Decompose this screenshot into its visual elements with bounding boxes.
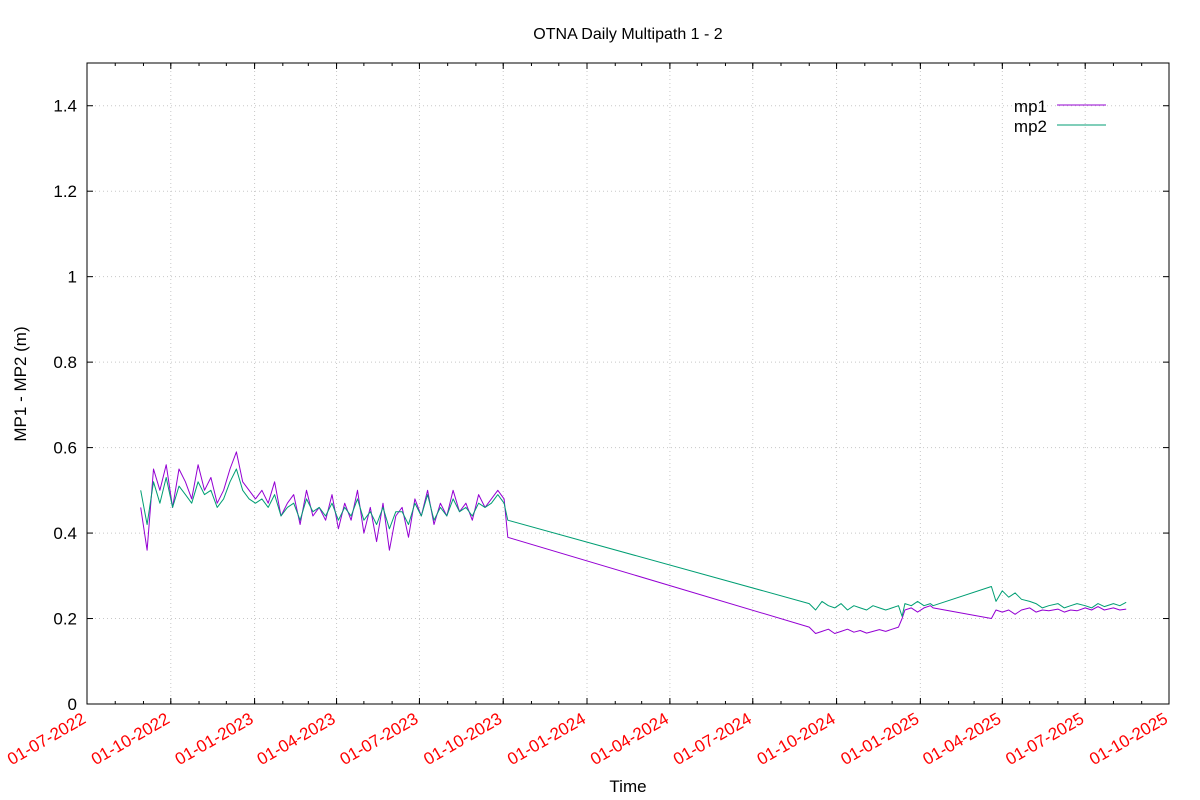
y-axis: 0 0.2 0.4 0.6 0.8 1 1.2 1.4 <box>53 97 1169 714</box>
series-line-mp1 <box>140 451 1127 634</box>
y-tick-label: 1.2 <box>53 182 77 201</box>
x-tick-label: 01-10-2025 <box>1086 709 1171 769</box>
y-tick-label: 0 <box>68 695 77 714</box>
x-tick-label: 01-04-2025 <box>920 709 1005 769</box>
y-tick-label: 1 <box>68 268 77 287</box>
x-tick-label: 01-01-2023 <box>172 709 257 769</box>
legend-label-mp1: mp1 <box>1014 97 1047 116</box>
series-line-mp2 <box>140 468 1127 617</box>
x-tick-label: 01-04-2024 <box>587 709 672 769</box>
x-tick-label: 01-10-2023 <box>420 709 505 769</box>
x-tick-label: 01-07-2025 <box>1002 709 1087 769</box>
y-tick-label: 0.8 <box>53 353 77 372</box>
y-axis-label: MP1 - MP2 (m) <box>11 326 30 441</box>
x-tick-label: 01-07-2022 <box>4 709 89 769</box>
series-group <box>140 451 1127 634</box>
y-tick-label: 0.4 <box>53 524 77 543</box>
grid <box>87 63 1169 704</box>
x-tick-label: 01-10-2024 <box>754 709 839 769</box>
x-tick-label: 01-01-2025 <box>838 709 923 769</box>
x-axis: 01-07-202201-10-202201-01-202301-04-2023… <box>4 63 1171 769</box>
chart-title: OTNA Daily Multipath 1 - 2 <box>533 26 723 43</box>
x-axis-label: Time <box>609 777 646 796</box>
x-tick-label: 01-10-2022 <box>88 709 173 769</box>
x-tick-label: 01-01-2024 <box>504 709 589 769</box>
x-tick-label: 01-07-2023 <box>337 709 422 769</box>
x-tick-label: 01-04-2023 <box>254 709 339 769</box>
plot-frame <box>86 62 1170 705</box>
y-tick-label: 1.4 <box>53 97 77 116</box>
y-tick-label: 0.2 <box>53 610 77 629</box>
legend-label-mp2: mp2 <box>1014 117 1047 136</box>
x-tick-label: 01-07-2024 <box>670 709 755 769</box>
y-tick-label: 0.6 <box>53 439 77 458</box>
